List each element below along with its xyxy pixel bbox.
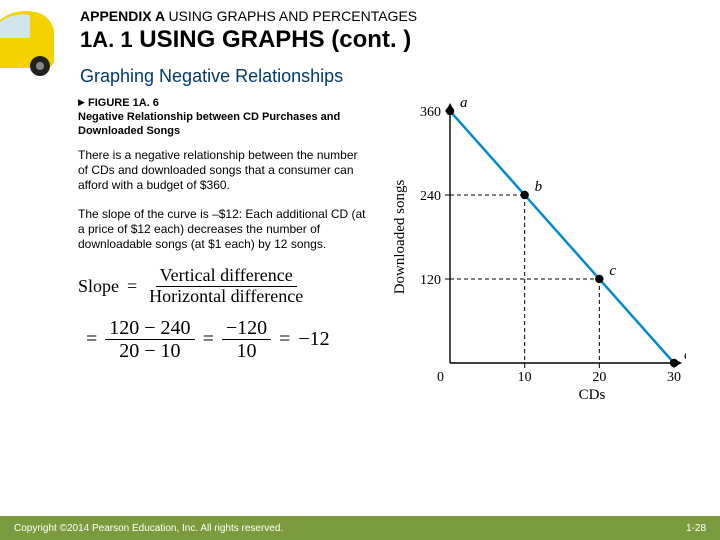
page-number: 1-28 [686, 523, 706, 534]
svg-text:0: 0 [437, 370, 444, 385]
section-num: 1A. 1 [80, 27, 133, 52]
svg-text:120: 120 [420, 273, 441, 288]
frac-values: 120 − 240 20 − 10 [105, 317, 194, 362]
section-text: USING GRAPHS (cont. ) [139, 26, 411, 53]
appendix-light: USING GRAPHS AND PERCENTAGES [168, 8, 417, 24]
svg-text:30: 30 [667, 370, 681, 385]
frac-top-2b: −120 [222, 317, 271, 340]
equals-3: = [195, 327, 222, 352]
svg-text:CDs: CDs [579, 387, 606, 403]
frac-top-2a: 120 − 240 [105, 317, 194, 340]
svg-text:a: a [460, 97, 468, 111]
paragraph-1: There is a negative relationship between… [78, 148, 368, 193]
svg-text:240: 240 [420, 189, 441, 204]
line-chart: 120 240 360 0 10 20 30 a b c d CDs Downloaded songs [386, 97, 686, 407]
svg-text:20: 20 [592, 370, 606, 385]
svg-text:d: d [684, 347, 686, 363]
frac-top-1: Vertical difference [156, 266, 297, 287]
svg-text:360: 360 [420, 105, 441, 120]
equals-4: = [271, 327, 298, 352]
svg-text:10: 10 [518, 370, 532, 385]
paragraph-2: The slope of the curve is –$12: Each add… [78, 207, 368, 252]
svg-text:b: b [535, 179, 543, 195]
frac-definition: Vertical difference Horizontal differenc… [145, 266, 307, 307]
frac-bot-1: Horizontal difference [145, 287, 307, 307]
triangle-icon: ▶ [78, 97, 85, 107]
slope-equation: Slope = Vertical difference Horizontal d… [78, 266, 368, 362]
frac-simplified: −120 10 [222, 317, 271, 362]
car-decor [0, 0, 60, 80]
section-title: 1A. 1 USING GRAPHS (cont. ) [80, 26, 720, 54]
figure-number: FIGURE 1A. 6 [88, 97, 159, 109]
equals-1: = [119, 275, 145, 298]
equals-2: = [78, 327, 105, 352]
figure-title: Negative Relationship between CD Purchas… [78, 111, 368, 139]
svg-text:c: c [609, 263, 616, 279]
figure-label: ▶ FIGURE 1A. 6 [78, 97, 368, 111]
slope-result: −12 [298, 327, 329, 352]
svg-text:Downloaded songs: Downloaded songs [392, 180, 408, 295]
slope-word: Slope [78, 275, 119, 298]
frac-bot-2a: 20 − 10 [115, 340, 184, 362]
appendix-label: APPENDIX A USING GRAPHS AND PERCENTAGES [80, 8, 720, 24]
appendix-bold: APPENDIX A [80, 8, 165, 24]
footer-bar: Copyright ©2014 Pearson Education, Inc. … [0, 516, 720, 540]
subheading: Graphing Negative Relationships [0, 54, 720, 97]
copyright-text: Copyright ©2014 Pearson Education, Inc. … [14, 523, 283, 534]
frac-bot-2b: 10 [232, 340, 260, 362]
